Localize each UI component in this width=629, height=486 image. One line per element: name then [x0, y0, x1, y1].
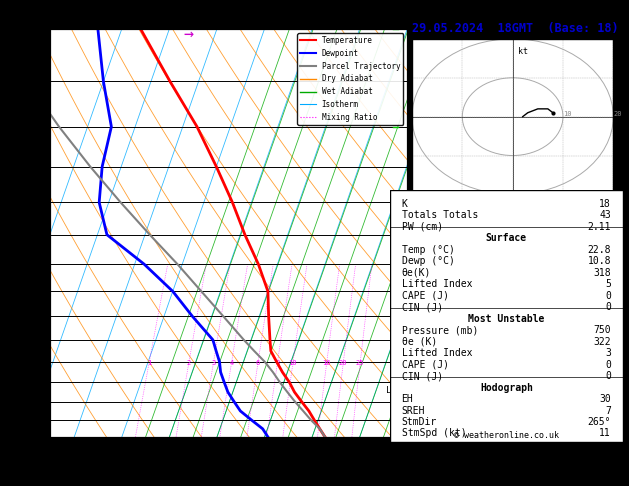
Text: 0: 0: [605, 291, 611, 301]
Text: SREH: SREH: [402, 405, 425, 416]
Text: Dewp (°C): Dewp (°C): [402, 256, 455, 266]
Text: StmDir: StmDir: [402, 417, 437, 427]
Text: 3: 3: [605, 348, 611, 358]
Text: 11: 11: [599, 429, 611, 438]
Text: 22.8: 22.8: [587, 244, 611, 255]
Text: CIN (J): CIN (J): [402, 371, 443, 381]
Text: θe(K): θe(K): [402, 268, 431, 278]
Text: 0: 0: [605, 371, 611, 381]
Text: 43: 43: [599, 210, 611, 220]
Text: 7: 7: [605, 405, 611, 416]
Text: 3: 3: [211, 361, 216, 366]
Text: →: →: [184, 25, 194, 43]
Text: CAPE (J): CAPE (J): [402, 291, 448, 301]
Text: 18: 18: [599, 199, 611, 208]
Text: 2: 2: [187, 361, 191, 366]
Text: CAPE (J): CAPE (J): [402, 360, 448, 369]
Text: 10: 10: [289, 361, 297, 366]
Y-axis label: hPa: hPa: [0, 223, 10, 243]
Text: 20: 20: [613, 111, 622, 117]
Text: Lifted Index: Lifted Index: [402, 348, 472, 358]
Text: 20: 20: [339, 361, 347, 366]
Text: 4: 4: [230, 361, 233, 366]
Text: kt: kt: [518, 47, 528, 56]
Text: 10.8: 10.8: [587, 256, 611, 266]
Legend: Temperature, Dewpoint, Parcel Trajectory, Dry Adiabat, Wet Adiabat, Isotherm, Mi: Temperature, Dewpoint, Parcel Trajectory…: [297, 33, 403, 125]
Text: 318: 318: [593, 268, 611, 278]
Y-axis label: km
ASL: km ASL: [428, 225, 450, 242]
Text: Surface: Surface: [486, 233, 527, 243]
Text: 8: 8: [276, 361, 279, 366]
Text: 265°: 265°: [587, 417, 611, 427]
Text: StmSpd (kt): StmSpd (kt): [402, 429, 466, 438]
Text: 0: 0: [605, 360, 611, 369]
Text: 30: 30: [599, 394, 611, 404]
Text: 5: 5: [605, 279, 611, 289]
Text: Lifted Index: Lifted Index: [402, 279, 472, 289]
Text: Hodograph: Hodograph: [480, 382, 533, 393]
Text: Pressure (mb): Pressure (mb): [402, 325, 478, 335]
Text: © weatheronline.co.uk: © weatheronline.co.uk: [454, 431, 559, 440]
Text: 16: 16: [323, 361, 331, 366]
Text: 29.05.2024  18GMT  (Base: 18): 29.05.2024 18GMT (Base: 18): [412, 22, 618, 35]
Text: K: K: [402, 199, 408, 208]
Text: Most Unstable: Most Unstable: [468, 313, 545, 324]
Text: Temp (°C): Temp (°C): [402, 244, 455, 255]
Title: 40°27'N 50°04'E  -3m ASL: 40°27'N 50°04'E -3m ASL: [139, 15, 319, 28]
X-axis label: Dewpoint / Temperature (°C): Dewpoint / Temperature (°C): [145, 463, 313, 473]
Text: EH: EH: [402, 394, 413, 404]
Text: 6: 6: [256, 361, 260, 366]
Text: 750: 750: [593, 325, 611, 335]
Text: 10: 10: [563, 111, 572, 117]
Text: 0: 0: [605, 302, 611, 312]
Text: 25: 25: [356, 361, 364, 366]
Text: 1: 1: [147, 361, 151, 366]
Text: PW (cm): PW (cm): [402, 222, 443, 232]
Text: 2.11: 2.11: [587, 222, 611, 232]
Text: CIN (J): CIN (J): [402, 302, 443, 312]
FancyBboxPatch shape: [390, 190, 623, 442]
Text: 322: 322: [593, 337, 611, 347]
Text: θe (K): θe (K): [402, 337, 437, 347]
Text: LCL: LCL: [386, 386, 403, 395]
Text: Totals Totals: Totals Totals: [402, 210, 478, 220]
